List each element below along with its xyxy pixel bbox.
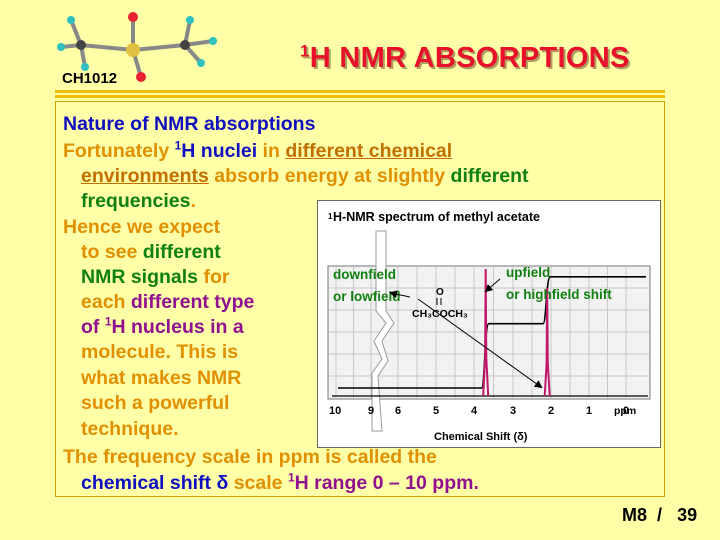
x-tick-label: 6: [395, 405, 401, 417]
text-scale: scale: [228, 472, 288, 494]
nmr-spectrum-svg: 1 H-NMR spectrum of methyl acetate downf…: [327, 210, 651, 443]
text-h-nuclei: 1H nuclei: [174, 138, 258, 163]
upfield-arrow: [484, 278, 501, 293]
text-line-8: each different type: [81, 290, 254, 314]
text-line-7: NMR signals for: [81, 265, 229, 289]
shift-arrow: [417, 298, 543, 389]
text-of: of: [81, 316, 105, 338]
text-line-12: such a powerful: [81, 392, 230, 414]
peak-1: [482, 268, 490, 397]
nmr-spectrum-figure: 1 H-NMR spectrum of methyl acetate downf…: [317, 200, 661, 448]
text-period: .: [190, 190, 196, 212]
text-frequencies: frequencies: [81, 190, 191, 212]
label-lowfield: or lowfield: [333, 289, 401, 304]
text-chemical-shift: chemical shift: [81, 472, 217, 494]
x-tick-label: 1: [586, 405, 592, 417]
text-to-see: to see: [81, 241, 143, 263]
x-axis-title: Chemical Shift (δ): [434, 431, 528, 443]
content-box: Nature of NMR absorptions Fortunately 1H…: [55, 101, 665, 497]
sup-1b: 1: [104, 314, 112, 329]
sup-1c: 1: [287, 470, 295, 485]
slide-number: M8 / 39: [622, 505, 697, 526]
title-superscript: 1: [300, 41, 310, 61]
text-line-2: Fortunately 1H nuclei in different chemi…: [63, 139, 452, 163]
text-range-word: H range 0 – 10 ppm.: [294, 472, 479, 494]
text-h-nuclei-word: H nuclei: [181, 140, 258, 162]
text-different: different: [450, 165, 529, 187]
text-h-nucleus: H nucleus in a: [111, 316, 244, 338]
label-upfield: upfield: [506, 265, 550, 280]
slide-label: M8: [622, 505, 648, 525]
text-line-15: chemical shift δ scale 1H range 0 – 10 p…: [81, 471, 479, 495]
text-absorb: absorb energy at slightly: [208, 165, 451, 187]
text-line-10: molecule. This is: [81, 341, 239, 363]
text-line-9: of 1H nucleus in a: [81, 315, 244, 339]
x-tick-label: 3: [510, 405, 516, 417]
text-line-1: Nature of NMR absorptions: [63, 113, 316, 135]
peaks-group: [482, 268, 551, 397]
text-different-2: different: [142, 241, 221, 263]
text-range: 1H range 0 – 10 ppm.: [287, 470, 479, 495]
text-for: for: [198, 266, 230, 288]
formula-oxygen: O: [436, 287, 444, 298]
formula-text: CH₃COCH₃: [412, 308, 468, 320]
text-in: in: [257, 140, 286, 162]
x-tick-label: 0: [623, 405, 629, 417]
text-line-4: frequencies.: [81, 189, 196, 213]
text-different-type: different type: [130, 291, 255, 313]
spectrum-title-sup: 1: [328, 212, 333, 221]
text-each: each: [81, 291, 131, 313]
x-tick-label: 10: [329, 405, 341, 417]
downfield-arrow: [389, 290, 411, 299]
x-unit-label: ppm: [614, 405, 636, 417]
text-line-3: environments absorb energy at slightly d…: [81, 164, 529, 188]
label-highfield: or highfield shift: [506, 287, 612, 302]
x-tick-labels: 10 9 6 5 4 3 2 1 0: [329, 405, 629, 417]
x-tick-label: 9: [368, 405, 374, 417]
header-rule-bottom: [55, 95, 665, 98]
label-downfield: downfield: [333, 267, 396, 282]
axis-break-icon: [371, 230, 395, 432]
text-line-11: what makes NMR: [81, 367, 242, 389]
sup-1: 1: [174, 138, 182, 153]
header-rule-top: [55, 90, 665, 93]
text-delta: δ: [216, 472, 229, 494]
course-code: CH1012: [62, 70, 118, 87]
text-nmr-signals: NMR signals: [81, 266, 199, 288]
title-text: H NMR ABSORPTIONS: [309, 42, 630, 74]
text-different-chemical: different chemical: [285, 140, 453, 162]
slide-separator: /: [657, 505, 663, 525]
x-tick-label: 5: [433, 405, 439, 417]
x-tick-label: 2: [548, 405, 554, 417]
text-line-5: Hence we expect: [63, 216, 221, 238]
text-line-13: technique.: [81, 418, 179, 440]
molecule-logo-icon: [57, 12, 217, 82]
text-line-6: to see different: [81, 240, 221, 264]
text-fortunately: Fortunately: [63, 140, 175, 162]
peak-2: [543, 288, 551, 397]
text-environments: environments: [81, 165, 209, 187]
page-title: 1H NMR ABSORPTIONS: [300, 42, 630, 75]
spectrum-title: H-NMR spectrum of methyl acetate: [333, 210, 540, 224]
text-line-14: The frequency scale in ppm is called the: [63, 446, 437, 468]
x-tick-label: 4: [471, 405, 478, 417]
slide-page: 39: [677, 505, 698, 525]
